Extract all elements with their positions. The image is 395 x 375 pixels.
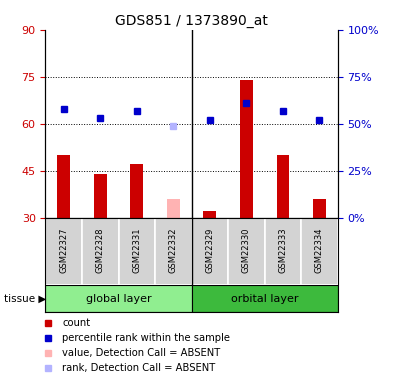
Bar [265,217,301,285]
Bar [130,164,143,218]
Bar [313,199,326,217]
Bar [94,174,107,217]
Text: GSM22331: GSM22331 [132,227,141,273]
Bar [155,217,192,285]
Text: orbital layer: orbital layer [231,294,298,303]
Bar [228,217,265,285]
Title: GDS851 / 1373890_at: GDS851 / 1373890_at [115,13,268,28]
Bar [45,285,192,312]
Text: count: count [62,318,90,328]
Bar [192,285,338,312]
Text: GSM22332: GSM22332 [169,227,178,273]
Bar [203,211,216,217]
Bar [118,217,155,285]
Text: GSM22328: GSM22328 [96,227,105,273]
Bar [276,155,289,218]
Bar [240,80,253,218]
Text: global layer: global layer [86,294,151,303]
Text: GSM22330: GSM22330 [242,227,251,273]
Bar [57,155,70,218]
Bar [82,217,118,285]
Text: tissue ▶: tissue ▶ [4,294,46,303]
Text: rank, Detection Call = ABSENT: rank, Detection Call = ABSENT [62,363,215,373]
Text: GSM22334: GSM22334 [315,227,324,273]
Bar [167,199,180,217]
Text: GSM22333: GSM22333 [278,227,288,273]
Bar [45,217,82,285]
Text: percentile rank within the sample: percentile rank within the sample [62,333,230,343]
Text: value, Detection Call = ABSENT: value, Detection Call = ABSENT [62,348,220,358]
Bar [301,217,338,285]
Text: GSM22327: GSM22327 [59,227,68,273]
Text: GSM22329: GSM22329 [205,227,214,273]
Bar [192,217,228,285]
